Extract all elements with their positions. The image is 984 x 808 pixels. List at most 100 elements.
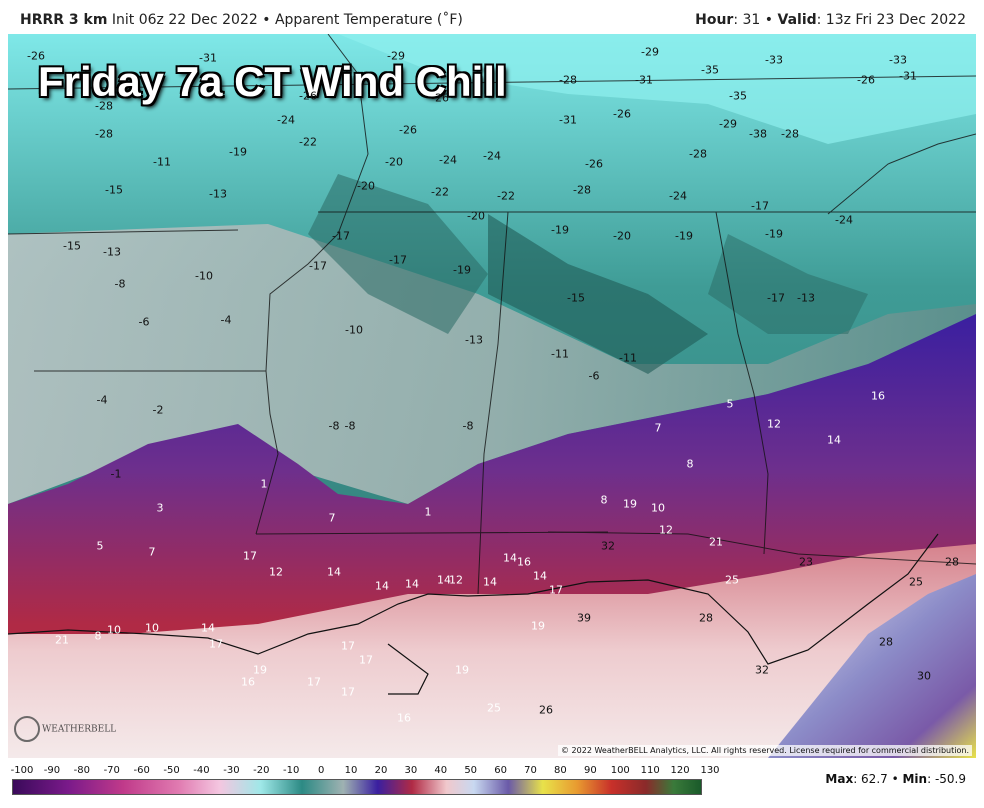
temperature-label: -28: [689, 147, 707, 161]
temperature-label: -11: [619, 351, 637, 365]
temperature-label: 17: [549, 583, 563, 597]
copyright-notice: © 2022 WeatherBELL Analytics, LLC. All r…: [558, 745, 972, 756]
temperature-label: -22: [431, 185, 449, 199]
temperature-label: -26: [857, 73, 875, 87]
temperature-label: -19: [675, 229, 693, 243]
scale-tick-label: 70: [524, 765, 537, 776]
temperature-label: -17: [389, 253, 407, 267]
temperature-label: -10: [345, 323, 363, 337]
temperature-label: -8: [344, 419, 356, 433]
temperature-label: 10: [145, 621, 159, 635]
temperature-label: -29: [719, 117, 737, 131]
scale-tick-label: -90: [43, 765, 61, 776]
max-min-stats: Max: 62.7 • Min: -50.9: [825, 772, 966, 786]
temperature-label: -17: [309, 259, 327, 273]
scale-tick-label: 10: [344, 765, 358, 776]
scale-tick-label: -70: [103, 765, 120, 776]
scale-tick-label: 90: [583, 765, 597, 776]
temperature-label: -28: [573, 183, 591, 197]
temperature-label: 14: [437, 573, 451, 587]
temperature-label: 39: [577, 611, 591, 625]
temperature-label: 26: [539, 703, 553, 717]
temperature-label: -20: [613, 229, 631, 243]
logo-text: WEATHERBELL: [42, 724, 117, 735]
temperature-label: 17: [243, 549, 257, 563]
scale-tick-label: 0: [317, 765, 325, 776]
temperature-label: 17: [359, 653, 373, 667]
scale-tick-label: 60: [494, 765, 507, 776]
temperature-label: -22: [497, 189, 515, 203]
temperature-label: 7: [654, 421, 662, 435]
temperature-label: -38: [749, 127, 767, 141]
temperature-label: -6: [588, 369, 600, 383]
temperature-label: 5: [726, 397, 734, 411]
temperature-label: 12: [269, 565, 283, 579]
temperature-label: -24: [835, 213, 853, 227]
temperature-label: 16: [871, 389, 885, 403]
temperature-label: 19: [455, 663, 469, 677]
temperature-label: -17: [751, 199, 769, 213]
scale-tick-label: 40: [434, 765, 448, 776]
scale-tick-label: 120: [670, 765, 690, 776]
temperature-label: 14: [483, 575, 497, 589]
temperature-label: 7: [148, 545, 156, 559]
temperature-label: 19: [253, 663, 267, 677]
temperature-label: -26: [399, 123, 417, 137]
temperature-label: -2: [152, 403, 164, 417]
header-bar: HRRR 3 km Init 06z 22 Dec 2022 • Apparen…: [0, 0, 984, 34]
temperature-label: -8: [462, 419, 474, 433]
temperature-label: 19: [623, 497, 637, 511]
map-title: Friday 7a CT Wind Chill: [38, 58, 507, 105]
temperature-label: 17: [341, 685, 355, 699]
temperature-label: 14: [327, 565, 341, 579]
temperature-label: 1: [260, 477, 268, 491]
temperature-label: 10: [107, 623, 121, 637]
min-label: Min: [902, 772, 928, 786]
temperature-label: 14: [503, 551, 517, 565]
temperature-label: 14: [201, 621, 215, 635]
temperature-label: 12: [659, 523, 673, 537]
temperature-label: 25: [909, 575, 923, 589]
temperature-label: 1: [424, 505, 432, 519]
temperature-label: -29: [387, 49, 405, 63]
model-run-info: HRRR 3 km Init 06z 22 Dec 2022 • Apparen…: [20, 12, 463, 28]
temperature-label: -26: [27, 49, 45, 63]
temperature-label: -26: [613, 107, 631, 121]
init-time: Init 06z 22 Dec 2022: [107, 12, 258, 28]
temperature-label: 14: [533, 569, 547, 583]
temperature-label: -15: [567, 291, 585, 305]
model-name: HRRR 3 km: [20, 12, 108, 28]
temperature-label: 16: [397, 711, 411, 725]
max-value: : 62.7: [853, 772, 888, 786]
temperature-label: 14: [827, 433, 841, 447]
temperature-label: -11: [153, 155, 171, 169]
temperature-label: -19: [765, 227, 783, 241]
temperature-label: 23: [799, 555, 813, 569]
temperature-label: 16: [517, 555, 531, 569]
temperature-label: -13: [103, 245, 121, 259]
temperature-label: -22: [299, 135, 317, 149]
temperature-label: 8: [600, 493, 608, 507]
temperature-field: [8, 34, 976, 758]
temperature-label: -17: [767, 291, 785, 305]
temperature-label: -26: [585, 157, 603, 171]
temperature-label: -10: [195, 269, 213, 283]
scale-tick-label: 30: [404, 765, 418, 776]
temperature-label: -33: [889, 53, 907, 67]
temperature-label: -8: [114, 277, 126, 291]
temperature-label: 32: [601, 539, 615, 553]
temperature-label: -20: [385, 155, 403, 169]
temperature-label: -13: [465, 333, 483, 347]
temperature-label: 32: [755, 663, 769, 677]
forecast-map[interactable]: Friday 7a CT Wind Chill -26 -31 -29 -29 -35-…: [8, 34, 976, 758]
scale-tick-label: -20: [253, 765, 270, 776]
temperature-label: -20: [467, 209, 485, 223]
scale-tick-label: -40: [193, 765, 210, 776]
temperature-label: -19: [453, 263, 471, 277]
separator: •: [760, 12, 778, 28]
temperature-label: 12: [449, 573, 463, 587]
scale-tick-label: -30: [223, 765, 240, 776]
temperature-label: -31: [559, 113, 577, 127]
temperature-label: 25: [725, 573, 739, 587]
temperature-label: 12: [767, 417, 781, 431]
